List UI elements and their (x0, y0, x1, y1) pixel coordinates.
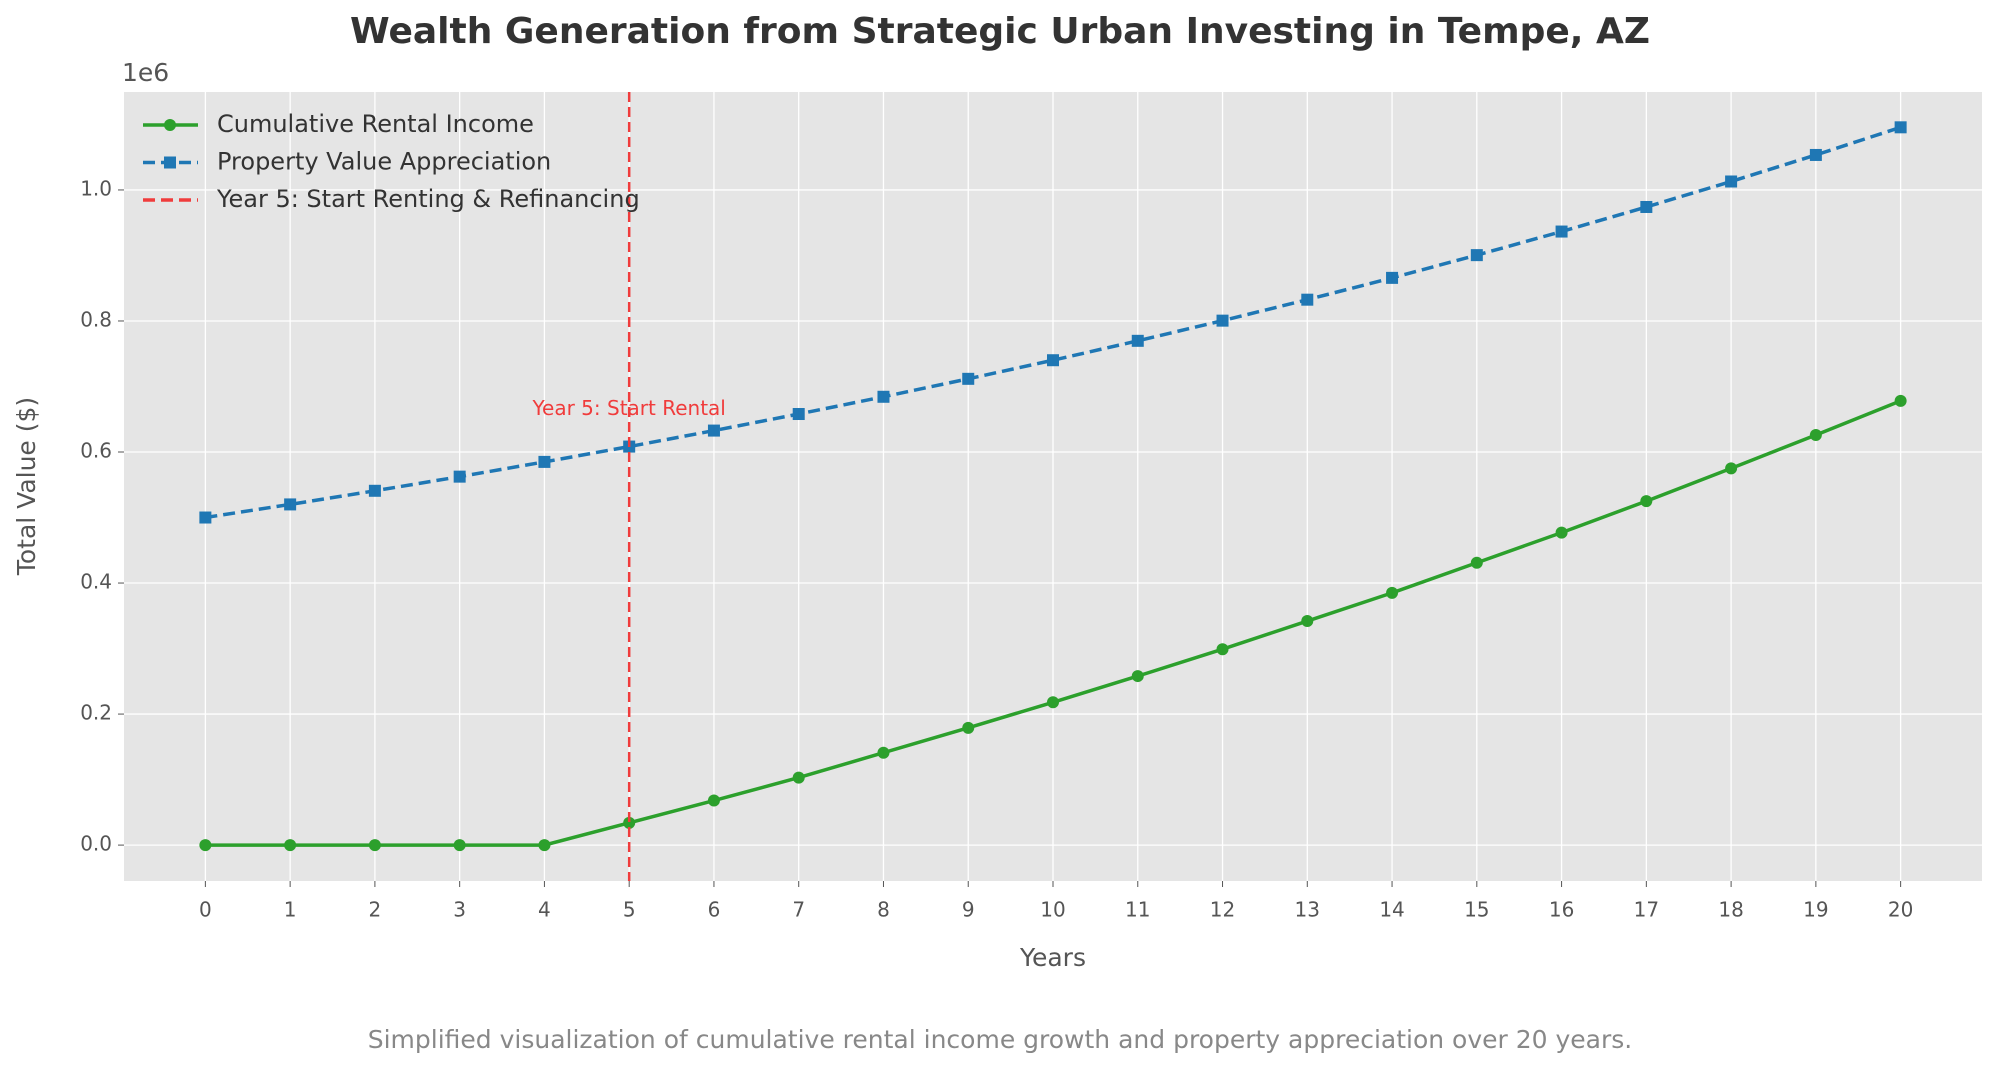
x-tick-label: 18 (1718, 898, 1743, 922)
marker (1470, 556, 1483, 569)
x-axis-label: Years (1019, 943, 1086, 972)
legend-label: Property Value Appreciation (217, 148, 551, 176)
marker (1131, 670, 1144, 683)
marker (538, 839, 551, 852)
y-axis-label: Total Value ($) (12, 397, 41, 576)
x-tick-label: 6 (708, 898, 721, 922)
legend-marker (164, 119, 176, 131)
legend-label: Cumulative Rental Income (217, 110, 534, 138)
marker (707, 424, 720, 437)
marker (1470, 249, 1483, 262)
x-tick-label: 7 (792, 898, 805, 922)
chart-title: Wealth Generation from Strategic Urban I… (350, 11, 1650, 52)
caption: Simplified visualization of cumulative r… (368, 1025, 1633, 1054)
y-tick-label: 0.8 (80, 307, 112, 331)
marker (453, 839, 466, 852)
y-tick-label: 0.4 (80, 570, 112, 594)
marker (707, 794, 720, 807)
x-tick-label: 14 (1379, 898, 1404, 922)
x-tick-label: 20 (1888, 898, 1913, 922)
marker (1216, 314, 1229, 327)
marker (1301, 615, 1314, 628)
marker (1131, 334, 1144, 347)
marker (1386, 586, 1399, 599)
marker (1216, 643, 1229, 656)
legend-marker (164, 156, 176, 169)
marker (877, 390, 890, 403)
marker (1555, 225, 1568, 238)
y-tick-label: 0.0 (80, 832, 112, 856)
marker (284, 498, 297, 511)
marker (1894, 121, 1907, 134)
y-tick-label: 0.6 (80, 439, 112, 463)
x-tick-label: 19 (1803, 898, 1828, 922)
x-tick-label: 1 (284, 898, 297, 922)
x-tick-label: 2 (369, 898, 382, 922)
marker (1725, 175, 1738, 188)
marker (1809, 428, 1822, 441)
x-tick-label: 3 (453, 898, 466, 922)
marker (1894, 394, 1907, 407)
x-tick-label: 0 (199, 898, 212, 922)
x-tick-label: 16 (1549, 898, 1574, 922)
marker (1047, 354, 1059, 367)
marker (453, 470, 466, 483)
y-tick-label: 0.2 (80, 701, 112, 725)
marker (792, 771, 805, 784)
marker (199, 511, 212, 524)
marker (199, 839, 212, 852)
marker (1725, 462, 1738, 475)
marker (1640, 495, 1653, 508)
legend-label: Year 5: Start Renting & Refinancing (216, 185, 640, 213)
marker (877, 746, 890, 759)
x-tick-label: 10 (1040, 898, 1065, 922)
x-tick-label: 13 (1295, 898, 1320, 922)
marker (792, 408, 805, 421)
x-tick-label: 8 (877, 898, 890, 922)
x-tick-label: 4 (538, 898, 551, 922)
y-offset-label: 1e6 (122, 58, 169, 87)
annotation: Year 5: Start Rental (531, 396, 725, 420)
marker (1047, 696, 1059, 709)
marker (368, 839, 381, 852)
marker (1809, 148, 1822, 161)
marker (623, 816, 636, 829)
marker (538, 455, 551, 468)
marker (1386, 271, 1399, 284)
x-tick-label: 12 (1210, 898, 1235, 922)
y-tick-label: 1.0 (80, 176, 112, 200)
marker (1640, 200, 1653, 213)
x-tick-label: 9 (962, 898, 975, 922)
marker (962, 721, 975, 734)
x-tick-label: 15 (1464, 898, 1489, 922)
marker (284, 839, 297, 852)
marker (368, 484, 381, 497)
x-tick-label: 17 (1634, 898, 1659, 922)
line (205, 125, 1902, 520)
marker (1301, 293, 1314, 306)
x-tick-label: 5 (623, 898, 636, 922)
marker (962, 372, 975, 385)
marker (1555, 526, 1568, 539)
x-tick-label: 11 (1125, 898, 1150, 922)
